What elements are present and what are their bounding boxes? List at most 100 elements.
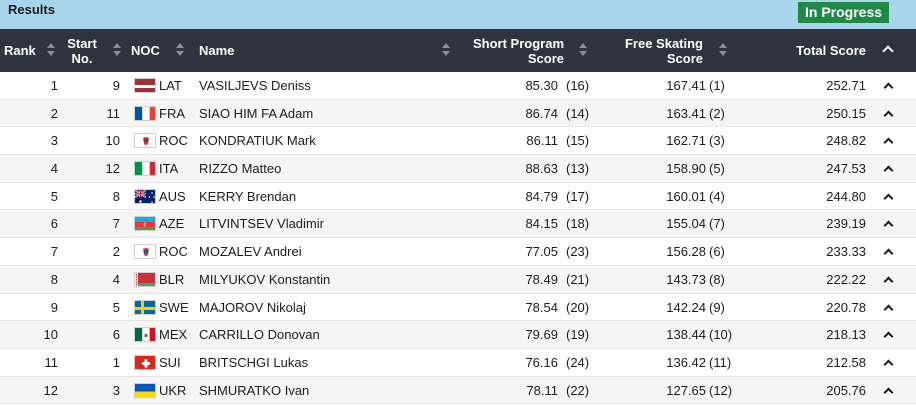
short-program-score-cell: 85.30 [525,78,558,93]
short-program-rank-cell: (18) [566,216,590,232]
short-program-rank-cell: (16) [566,78,590,93]
total-header-label: Total Score [796,43,866,58]
short-program-rank-cell: (20) [566,299,590,315]
flag-mex-icon [134,327,156,343]
noc-cell: BLR [159,271,185,287]
sort-free-skating-icon[interactable] [718,40,728,60]
table-row[interactable]: 8 4 BLR MILYUKOV Konstantin 78.49 (21) 143.73(… [0,265,916,294]
short-program-score-cell: 78.49 [525,271,558,287]
sort-rank-icon[interactable] [46,40,56,60]
column-header-name[interactable]: Name [199,29,319,72]
expand-row-chevron-up-icon[interactable] [883,210,899,237]
expand-row-chevron-up-icon[interactable] [883,155,899,182]
collapse-all-chevron-up-icon[interactable] [882,43,898,57]
start-no-cell: 10 [105,133,120,149]
column-header-noc[interactable]: NOC [131,29,171,72]
expand-row-chevron-up-icon[interactable] [883,100,899,127]
sp-header-line1: Short Program [472,35,564,51]
free-skating-rank-cell: (1) [709,78,725,93]
expand-row-chevron-up-icon[interactable] [883,321,899,348]
noc-cell: ROC [159,244,188,260]
column-header-start-no[interactable]: Start No. [60,29,104,72]
free-skating-rank-cell: (10) [709,327,733,343]
table-row[interactable]: 12 3 UKR SHMURATKO Ivan 78.11 (22) 127.65 (12) 2… [0,376,916,405]
table-row[interactable]: 3 10 ROC KONDRATIUK Mark 86.11 (15) 162.71 (3) 2… [0,127,916,156]
free-skating-score-cell: 138.44 [666,327,706,343]
athlete-name-cell: KERRY Brendan [199,188,297,204]
sort-name-icon[interactable] [441,40,451,60]
status-badge: In Progress [798,2,889,23]
table-row[interactable]: 2 11 FRA SIAO HIM FA Adam 86.74 (14) 163.41 (2)… [0,99,916,128]
short-program-score-cell: 79.69 [525,327,558,343]
short-program-score-cell: 77.05 [525,244,558,260]
athlete-name-cell: SHMURATKO Ivan [199,382,310,398]
total-score-cell: 252.71 [826,78,866,93]
sort-noc-icon[interactable] [175,40,185,60]
table-row[interactable]: 5 8 AUS KERRY Brendan 84.79 (17) 160.01 (4) 244.… [0,182,916,211]
column-header-rank[interactable]: Rank [4,29,44,72]
start-no-cell: 1 [112,354,120,370]
short-program-rank-cell: (15) [566,133,590,149]
expand-row-chevron-up-icon[interactable] [883,127,899,154]
name-header-label: Name [199,43,235,58]
expand-row-chevron-up-icon[interactable] [883,294,899,321]
fs-header-line1: Free Skating [624,35,703,51]
sort-short-program-icon[interactable] [578,40,588,60]
expand-row-chevron-up-icon[interactable] [883,349,899,376]
table-row[interactable]: 1 9 LAT VASILJEVS Deniss 85.30 (16) 167.41 (1) 2… [0,72,916,100]
athlete-name-cell: MILYUKOV Konstantin [199,271,331,287]
results-title-bar: Results In Progress [0,0,916,29]
short-program-score-cell: 78.54 [525,299,558,315]
rank-cell: 12 [43,382,58,398]
expand-row-chevron-up-icon[interactable] [883,266,899,293]
athlete-name-cell: SIAO HIM FA Adam [199,105,314,121]
expand-row-chevron-up-icon[interactable] [883,238,899,265]
expand-row-chevron-up-icon[interactable] [883,377,899,404]
athlete-name-cell: MOZALEV Andrei [199,244,302,260]
start-no-cell: 2 [112,244,120,260]
flag-swe-icon [134,299,156,315]
free-skating-rank-cell: (7) [709,216,725,232]
short-program-score-cell: 78.11 [526,382,558,398]
short-program-score-cell: 88.63 [525,161,558,177]
free-skating-score-cell: 136.42 [666,354,706,370]
free-skating-score-cell: 156.28 [666,244,706,260]
table-row[interactable]: 9 5 SWE MAJOROV Nikolaj 78.54 (20) 142.24 (9) 22… [0,293,916,322]
free-skating-rank-cell: (5) [709,161,725,177]
noc-cell: LAT [159,78,182,93]
total-score-cell: 218.13 [826,327,866,343]
rank-cell: 6 [50,216,58,232]
rank-cell: 8 [50,271,58,287]
noc-cell: AZE [159,216,185,232]
short-program-rank-cell: (19) [566,327,590,343]
noc-cell: SWE [159,299,189,315]
column-header-short-program[interactable]: Short Program Score [460,29,564,72]
results-table-body: 1 9 LAT VASILJEVS Deniss 85.30 (16) 167.41 (1) 2… [0,72,916,405]
free-skating-rank-cell: (4) [709,188,725,204]
sort-start-icon[interactable] [112,40,122,60]
column-header-total-score[interactable]: Total Score [760,29,866,72]
athlete-name-cell: RIZZO Matteo [199,161,282,177]
start-header-line1: Start [67,35,97,51]
short-program-score-cell: 76.16 [525,354,558,370]
flag-lat-icon [134,78,156,93]
table-row[interactable]: 11 1 SUI BRITSCHGI Lukas 76.16 (24) 136.42 (11)… [0,348,916,377]
total-score-cell: 247.53 [826,161,866,177]
table-row[interactable]: 4 12 ITA RIZZO Matteo 88.63 (13) 158.90 (5) 247.… [0,155,916,183]
rank-cell: 5 [50,188,58,204]
flag-ukr-icon [134,382,156,398]
short-program-score-cell: 84.79 [525,188,558,204]
free-skating-score-cell: 142.24 [666,299,706,315]
free-skating-rank-cell: (3) [709,133,725,149]
expand-row-chevron-up-icon[interactable] [883,72,899,99]
table-row[interactable]: 10 6 MEX CARRILLO Donovan 79.69 (19) 138.44 (10… [0,321,916,349]
table-row[interactable]: 7 2 ROC MOZALEV Andrei 77.05 (23) 156.28 (6) 233… [0,238,916,266]
rank-cell: 9 [50,299,58,315]
short-program-rank-cell: (24) [566,354,590,370]
free-skating-rank-cell: (2) [709,105,725,121]
expand-row-chevron-up-icon[interactable] [883,183,899,210]
table-row[interactable]: 6 7 AZE LITVINTSEV Vladimir 84.15 (18) 155.04(… [0,210,916,239]
short-program-score-cell: 86.74 [525,105,558,121]
sp-header-line2: Score [527,50,564,66]
column-header-free-skating[interactable]: Free Skating Score [600,29,703,72]
